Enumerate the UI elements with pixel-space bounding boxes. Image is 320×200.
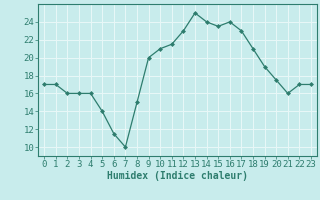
X-axis label: Humidex (Indice chaleur): Humidex (Indice chaleur) <box>107 171 248 181</box>
